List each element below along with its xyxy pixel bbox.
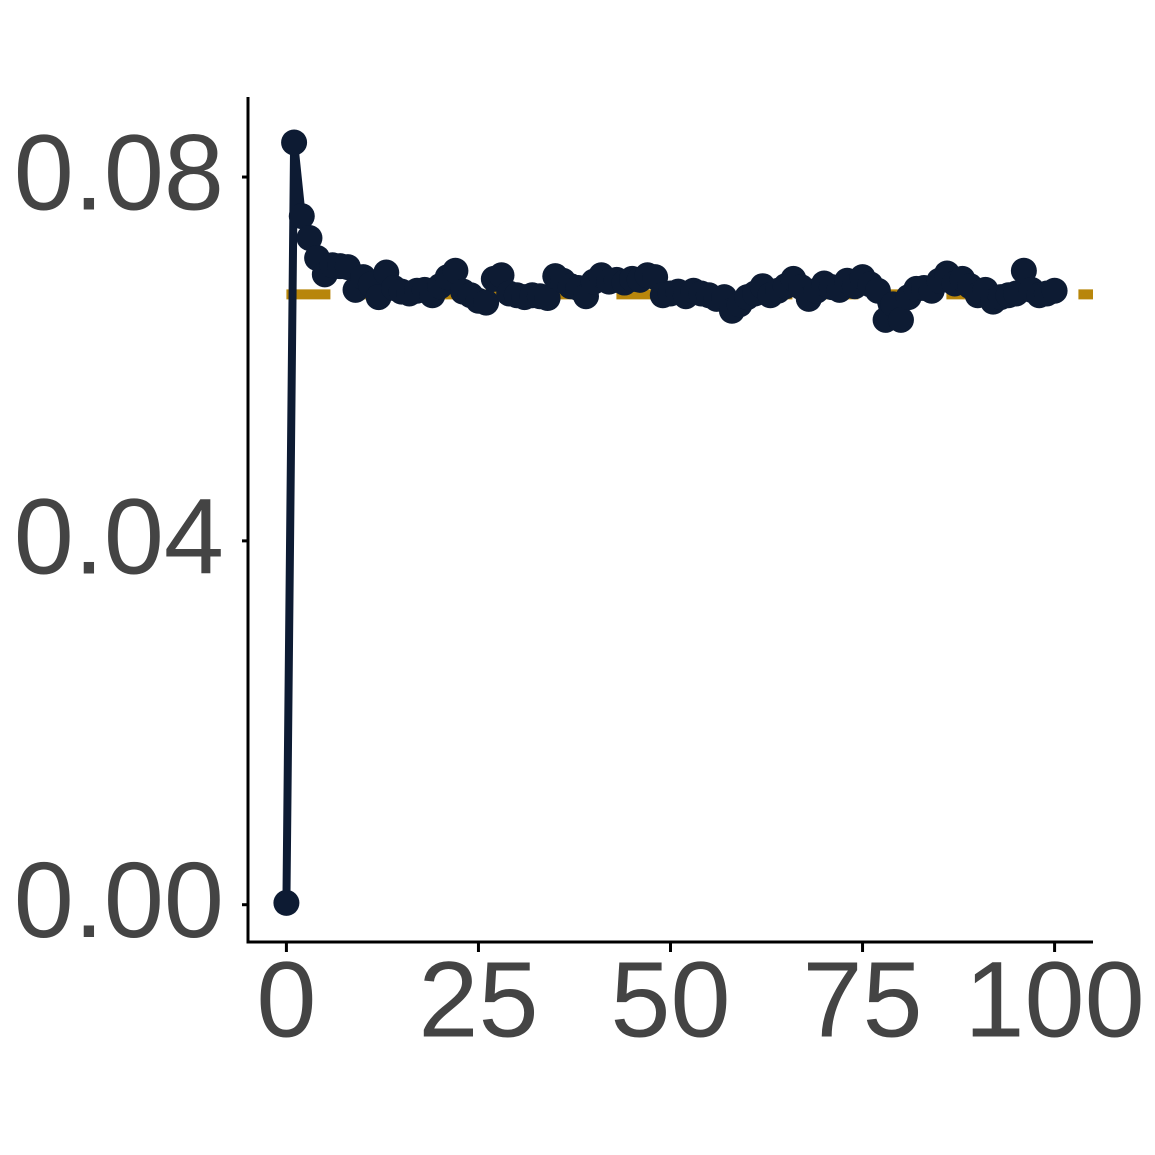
point <box>288 203 315 230</box>
x-tick-label: 25 <box>418 939 538 1060</box>
point <box>442 257 469 284</box>
point <box>296 224 323 251</box>
point <box>1041 277 1068 304</box>
point <box>887 306 914 333</box>
point <box>273 889 300 916</box>
x-tick-label: 75 <box>802 939 922 1060</box>
y-tick-label: 0.04 <box>14 475 224 596</box>
x-tick-label: 0 <box>256 939 316 1060</box>
point <box>473 289 500 316</box>
y-tick-label: 0.08 <box>14 112 224 233</box>
x-tick-label: 100 <box>964 939 1144 1060</box>
point <box>534 285 561 312</box>
point <box>281 129 308 156</box>
series-line <box>282 138 1056 903</box>
y-tick-label: 0.00 <box>14 839 224 960</box>
x-tick-label: 50 <box>610 939 730 1060</box>
